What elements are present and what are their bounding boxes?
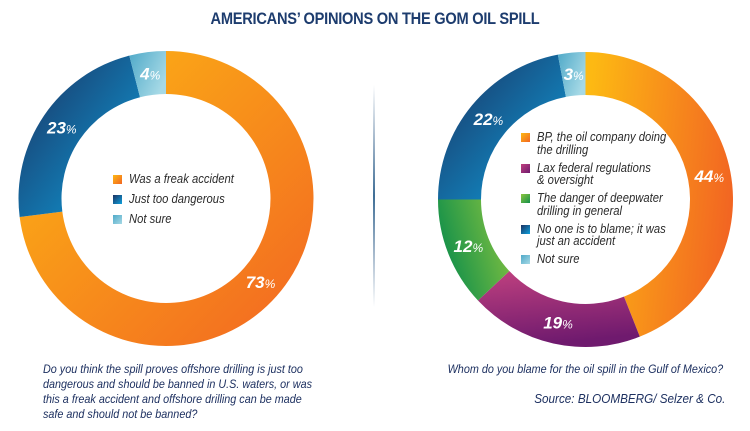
- divider: [373, 85, 375, 307]
- legend-label: The danger of deepwater drilling in gener…: [537, 191, 663, 218]
- legend-label: Not sure: [129, 212, 172, 226]
- data-label: 22%: [473, 110, 504, 129]
- legend-swatch: [521, 255, 530, 265]
- legend-swatch: [521, 224, 530, 234]
- legend-item: The danger of deepwater drilling in gener…: [521, 192, 681, 223]
- data-label: 19%: [543, 313, 573, 332]
- donut-segment-the-danger-of-deepwater-drilling-in-general: [438, 199, 510, 301]
- legend-swatch: [521, 133, 530, 142]
- legend-label: BP, the oil company doing the drilling: [537, 130, 667, 157]
- donut-segment-was-a-freak-accident: [19, 51, 314, 346]
- legend-blame: BP, the oil company doing the drilling Lax…: [521, 131, 681, 284]
- source-text: Source: BLOOMBERG/ Selzer & Co.: [533, 391, 725, 406]
- legend-label: Was a freak accident: [129, 172, 234, 186]
- data-label: 3%: [564, 65, 584, 84]
- legend-item: Not sure: [521, 253, 681, 284]
- legend-swatch: [113, 175, 122, 184]
- question-line: this a freak accident and offshore drill…: [43, 392, 302, 406]
- data-label: 73%: [246, 273, 276, 292]
- data-label: 23%: [46, 119, 77, 138]
- data-label: 44%: [693, 167, 724, 186]
- legend-label: No one is to blame; it was just an accide…: [537, 221, 666, 249]
- question-line: Do you think the spill proves offshore d…: [43, 362, 303, 376]
- legend-drilling-opinion: Was a freak accident Just too dangerous No…: [113, 173, 246, 233]
- legend-item: Not sure: [113, 213, 246, 233]
- legend-item: BP, the oil company doing the drilling: [521, 131, 681, 162]
- legend-swatch: [521, 194, 530, 204]
- legend-label: Not sure: [537, 252, 580, 267]
- donut-segment-no-one-is-to-blame-it-was-just-an-accident: [438, 54, 566, 200]
- donut-chart-drilling-opinion: 73% 23% 4%: [18, 51, 314, 346]
- legend-item: Just too dangerous: [113, 193, 246, 213]
- legend-label: Lax federal regulations & oversight: [537, 160, 651, 188]
- data-label: 12%: [454, 237, 484, 256]
- legend-item: Lax federal regulations & oversight: [521, 162, 681, 193]
- donut-chart-blame: 44% 19% 12% 22% 3%: [438, 52, 734, 348]
- question-blame: Whom do you blame for the oil spill in t…: [417, 362, 723, 377]
- question-blame-text: Whom do you blame for the oil spill in t…: [447, 362, 723, 376]
- legend-item: Was a freak accident: [113, 173, 246, 193]
- question-drilling-opinion: Do you think the spill proves offshore d…: [43, 362, 373, 422]
- donut-segment-not-sure: [557, 52, 586, 97]
- donut-segment-not-sure: [129, 51, 166, 98]
- page-title: AMERICANS’ OPINIONS ON THE GOM OIL SPILL: [210, 9, 540, 28]
- legend-swatch: [113, 195, 122, 204]
- donut-segment-lax-federal-regulations-oversight: [477, 271, 640, 348]
- source-note: Source: BLOOMBERG/ Selzer & Co.: [513, 391, 725, 406]
- data-label: 4%: [139, 64, 160, 83]
- legend-label: Just too dangerous: [129, 192, 225, 206]
- legend-swatch: [521, 163, 530, 173]
- question-line: dangerous and should be banned in U.S. w…: [43, 377, 312, 391]
- legend-swatch: [113, 215, 122, 224]
- question-line: safe and should not be banned?: [43, 407, 198, 421]
- donut-segment-just-too-dangerous: [18, 55, 141, 217]
- donut-segment-bp-the-oil-company-doing-the-drilling: [585, 52, 734, 337]
- legend-item: No one is to blame; it was just an accide…: [521, 223, 681, 254]
